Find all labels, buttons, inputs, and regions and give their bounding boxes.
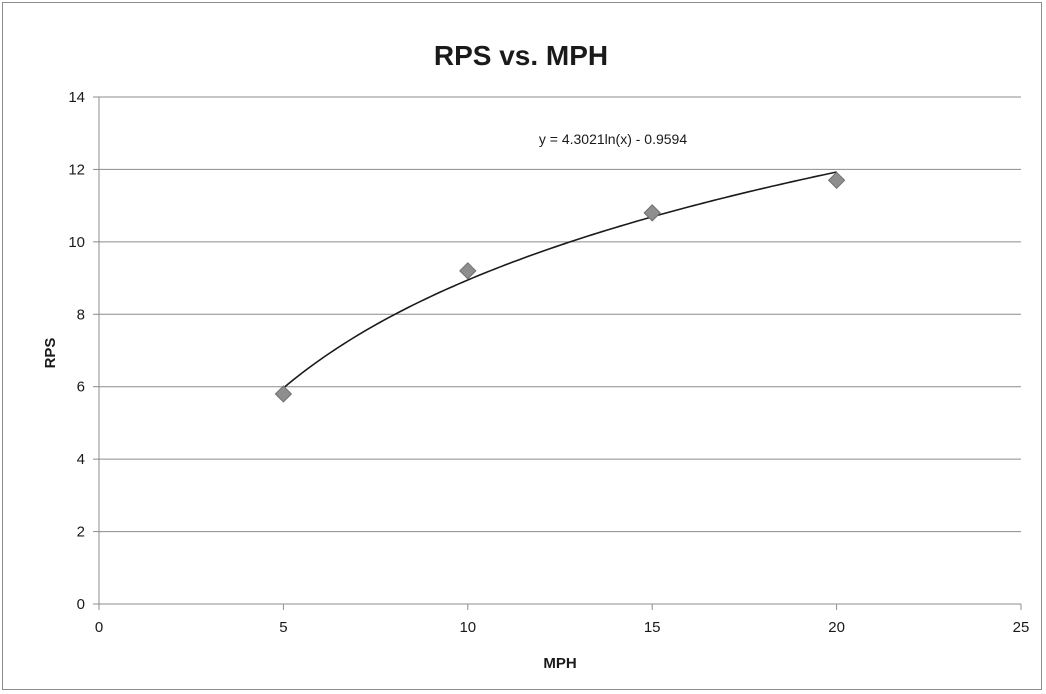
data-point (827, 171, 846, 189)
y-tick-labels: 0 2 4 6 8 10 12 14 (68, 89, 85, 613)
y-tick-label: 10 (68, 234, 85, 251)
axes (93, 96, 1022, 610)
gridlines (99, 96, 1021, 533)
data-point (643, 204, 661, 222)
y-tick-label: 6 (77, 379, 85, 396)
x-tick-label: 10 (459, 619, 476, 636)
y-tick-label: 4 (77, 451, 85, 468)
x-tick-label: 15 (644, 619, 661, 636)
x-axis-title: MPH (543, 655, 576, 672)
y-tick-label: 8 (77, 306, 85, 323)
y-tick-label: 12 (68, 161, 85, 178)
x-tick-label: 25 (1013, 619, 1030, 636)
trendline (282, 171, 837, 389)
x-tick-label: 0 (95, 619, 103, 636)
data-points (274, 171, 846, 403)
y-tick-label: 14 (68, 89, 85, 106)
trendline-equation: y = 4.3021ln(x) - 0.9594 (539, 131, 687, 147)
chart-title: RPS vs. MPH (434, 40, 608, 71)
x-tick-label: 20 (828, 619, 845, 636)
y-tick-label: 2 (77, 524, 85, 541)
x-tick-label: 5 (279, 619, 287, 636)
data-point (274, 385, 293, 403)
y-axis-title: RPS (42, 338, 59, 369)
y-tick-label: 0 (77, 596, 85, 613)
data-point (459, 262, 477, 280)
x-tick-labels: 0 5 10 15 20 25 (95, 619, 1030, 636)
chart-svg: RPS vs. MPH 0 2 4 6 8 10 12 14 0 5 10 15 20 25 y = 4… (42, 40, 1030, 672)
